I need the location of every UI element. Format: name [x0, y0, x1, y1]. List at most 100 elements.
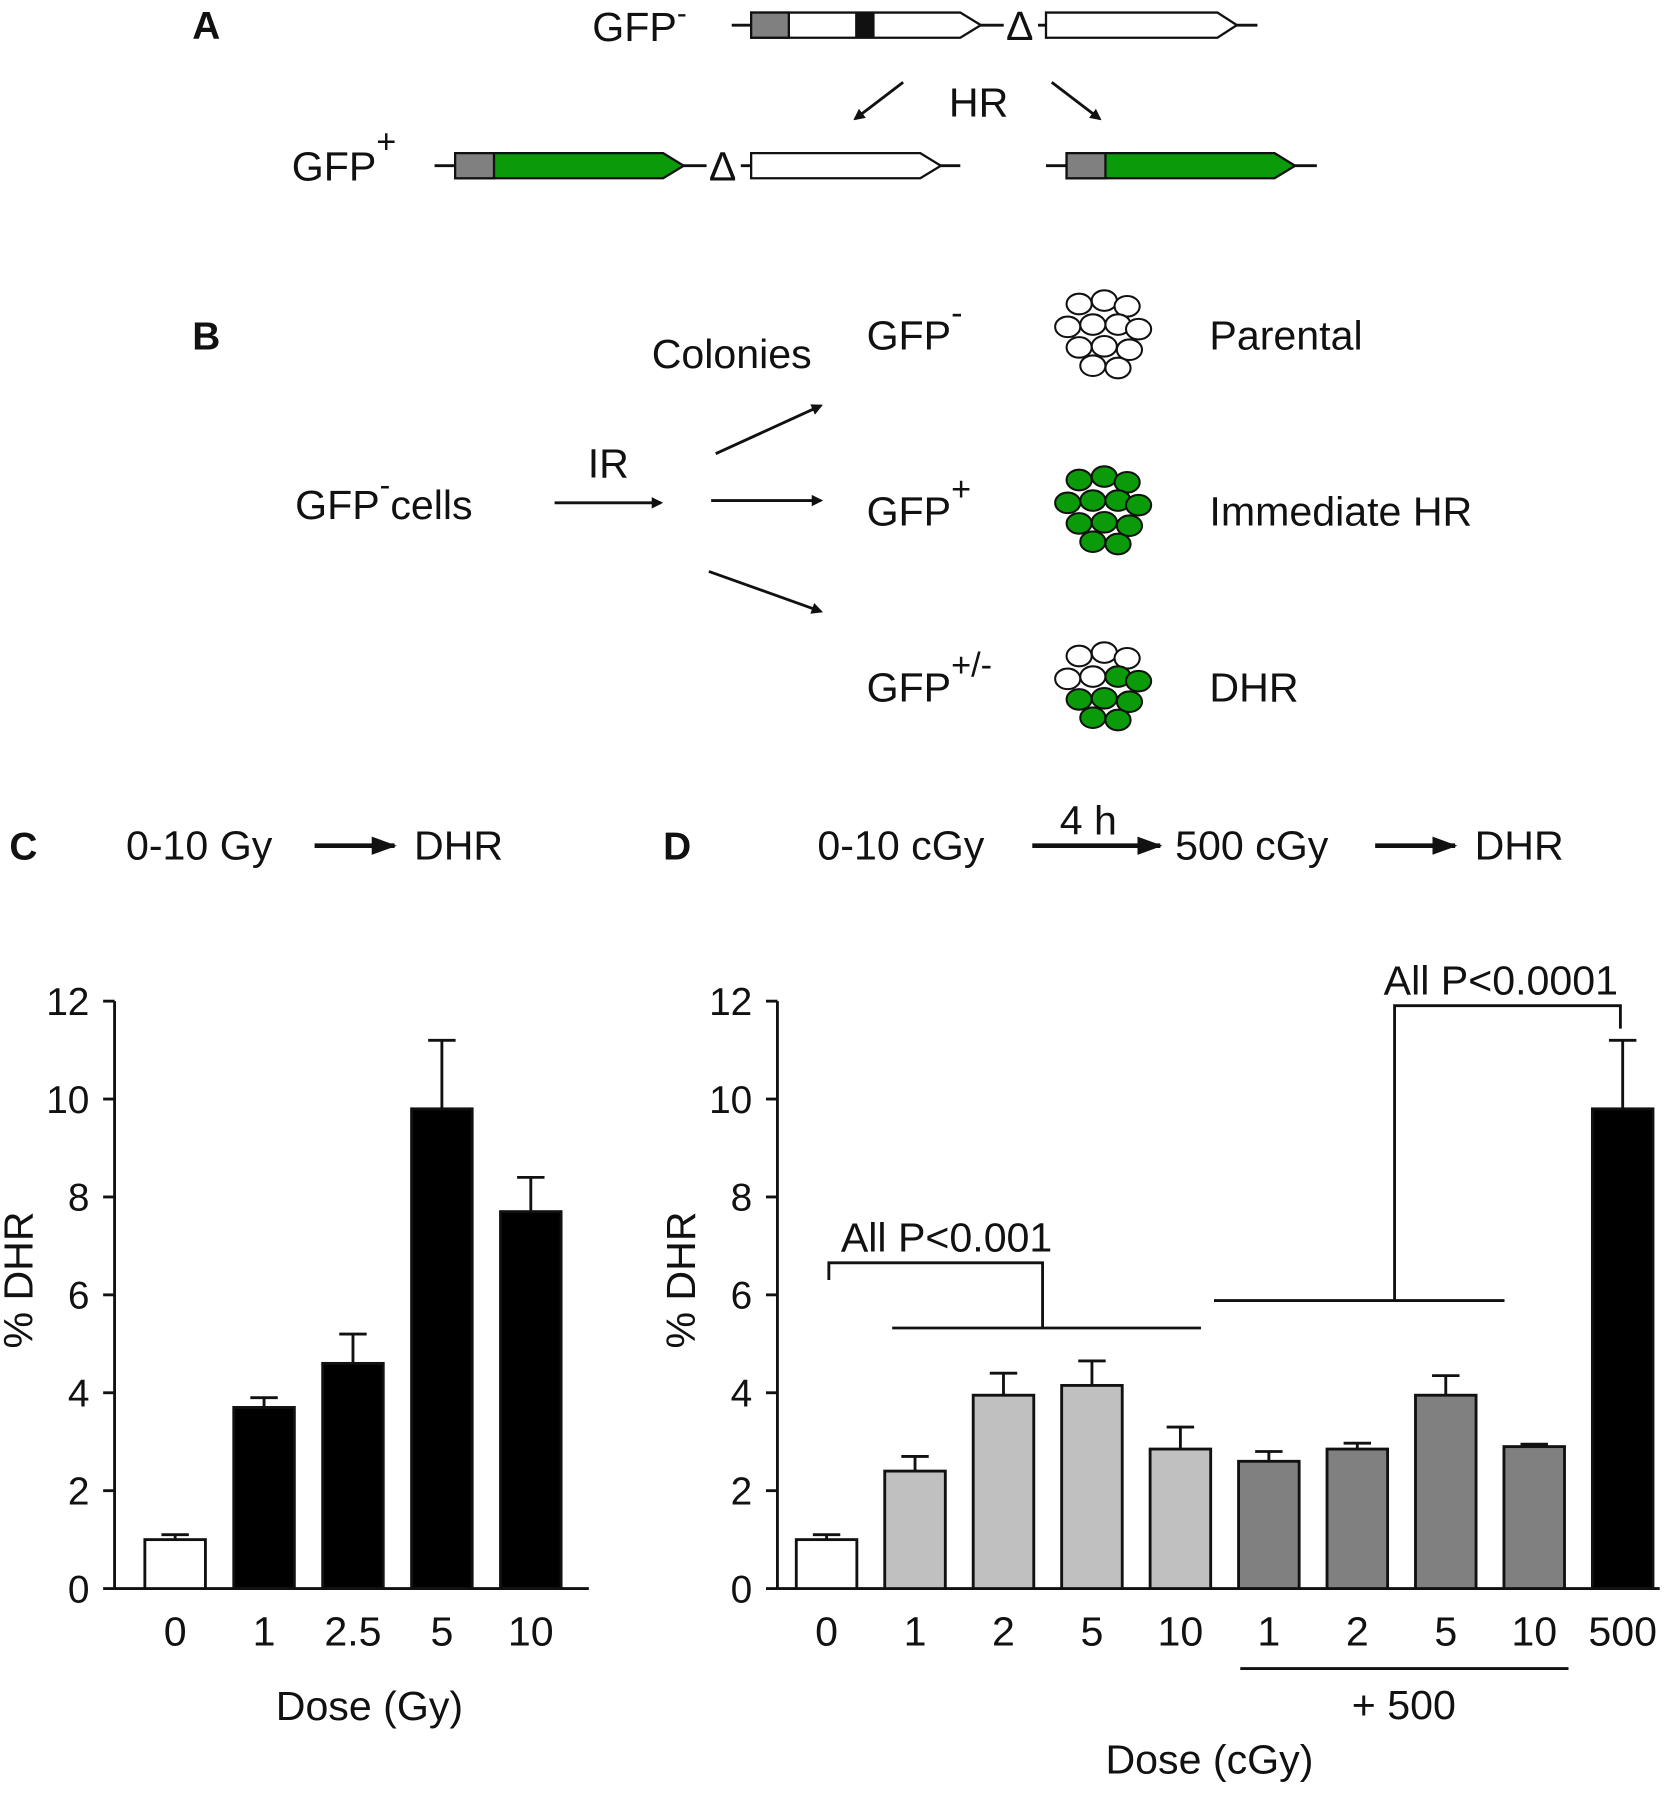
arrow [853, 81, 905, 121]
outcome-name: Parental [1209, 313, 1362, 359]
bar [1060, 1383, 1124, 1591]
gene-sign: + [951, 471, 971, 509]
y-tick-label: 0 [731, 1568, 753, 1611]
cell [1079, 313, 1107, 336]
construct-top [731, 9, 1258, 42]
y-tick-label: 4 [68, 1372, 90, 1415]
annotation: All P<0.0001 [1384, 957, 1618, 1003]
x-axis-label: Dose (Gy) [276, 1683, 463, 1729]
x-tick-label: 1 [253, 1609, 276, 1655]
y-axis-label: % DHR [658, 1211, 704, 1348]
arrow [1050, 81, 1102, 121]
x-tick-label: 10 [1511, 1609, 1557, 1655]
bar [1414, 1393, 1478, 1591]
gene-name: GFP [592, 4, 677, 50]
cell [1065, 336, 1093, 359]
gene-sign: +/- [951, 647, 992, 685]
start-label: GFP-cells [295, 467, 472, 528]
cell [1124, 669, 1153, 693]
outcome-gene: GFP+ [867, 471, 972, 535]
outcome-name: Immediate HR [1209, 489, 1472, 535]
y-tick-label: 4 [731, 1372, 753, 1415]
treatment: IR [588, 441, 629, 487]
bar [971, 1393, 1036, 1591]
bar [232, 1406, 296, 1591]
gene-sign: + [376, 123, 396, 161]
bar [1502, 1445, 1566, 1590]
bar [321, 1361, 385, 1591]
x-tick-label: 1 [904, 1609, 927, 1655]
x-tick-label: 5 [430, 1609, 453, 1655]
construct-left [434, 149, 961, 182]
x-tick-label: 2.5 [324, 1609, 381, 1655]
cell [1054, 315, 1082, 339]
outcome-name: DHR [1209, 665, 1298, 711]
colonies-label: Colonies [652, 331, 812, 377]
gene-name: GFP [295, 482, 380, 528]
x-tick-label: 5 [1434, 1609, 1457, 1655]
x-tick-label: 2 [1346, 1609, 1369, 1655]
bar [499, 1210, 563, 1591]
cell [1065, 512, 1093, 535]
cell [1115, 514, 1144, 538]
y-axis-label: % DHR [0, 1211, 41, 1348]
gene-name: GFP [867, 313, 952, 359]
cell [1090, 686, 1118, 710]
y-tick-label: 0 [68, 1568, 90, 1611]
gene-label: GFP- [592, 0, 686, 50]
arrow [715, 404, 823, 456]
cell [1090, 510, 1118, 534]
cell [1065, 468, 1093, 492]
cell [1079, 706, 1107, 730]
protocol-dose: 0-10 cGy [817, 822, 984, 868]
y-tick-label: 12 [709, 981, 752, 1024]
annotation: All P<0.001 [841, 1214, 1053, 1260]
gene-name: GFP [867, 665, 952, 711]
bracket [1393, 1004, 1622, 1301]
y-tick-label: 6 [68, 1275, 90, 1318]
gene-sign: - [380, 467, 391, 503]
cell [1079, 354, 1107, 378]
gene-label: GFP+ [292, 123, 397, 189]
y-tick-label: 10 [709, 1079, 752, 1122]
cell [1090, 334, 1118, 358]
y-tick-label: 8 [68, 1177, 90, 1220]
bar [794, 1538, 859, 1590]
cell [1065, 644, 1093, 668]
cell [1104, 532, 1132, 556]
outcome-gene: GFP- [867, 295, 963, 359]
gene-name: GFP [867, 489, 952, 535]
x-axis-label: Dose (cGy) [1105, 1737, 1313, 1783]
bar [1590, 1107, 1655, 1590]
cell [1104, 708, 1132, 732]
cell [1079, 489, 1107, 512]
outcome-gene: GFP+/- [867, 647, 993, 711]
construct-right [1045, 151, 1317, 180]
protocol-challenge: 500 cGy [1175, 822, 1329, 868]
x-tick-label: 5 [1081, 1609, 1104, 1655]
bar [1237, 1459, 1301, 1590]
x-tick-label: 0 [164, 1609, 187, 1655]
panel-label: D [663, 825, 691, 868]
x-tick-label: 500 [1588, 1609, 1657, 1655]
y-tick-label: 10 [46, 1079, 89, 1122]
cell [1104, 356, 1132, 380]
bar [883, 1469, 947, 1590]
delta: Δ [1006, 3, 1033, 49]
x-tick-label: 10 [508, 1609, 554, 1655]
bar [1325, 1447, 1390, 1591]
cell [1054, 667, 1082, 691]
gene-sign: - [677, 0, 687, 30]
cell [1124, 317, 1153, 341]
bracket [827, 1261, 1044, 1328]
y-tick-label: 8 [731, 1177, 753, 1220]
hr-label: HR [949, 80, 1008, 126]
bar [410, 1107, 474, 1590]
cell [1115, 690, 1144, 714]
group-label: + 500 [1352, 1682, 1456, 1728]
panel-label: C [9, 825, 37, 868]
cell [1054, 491, 1082, 515]
cell [1115, 338, 1144, 362]
arrow [708, 570, 824, 614]
